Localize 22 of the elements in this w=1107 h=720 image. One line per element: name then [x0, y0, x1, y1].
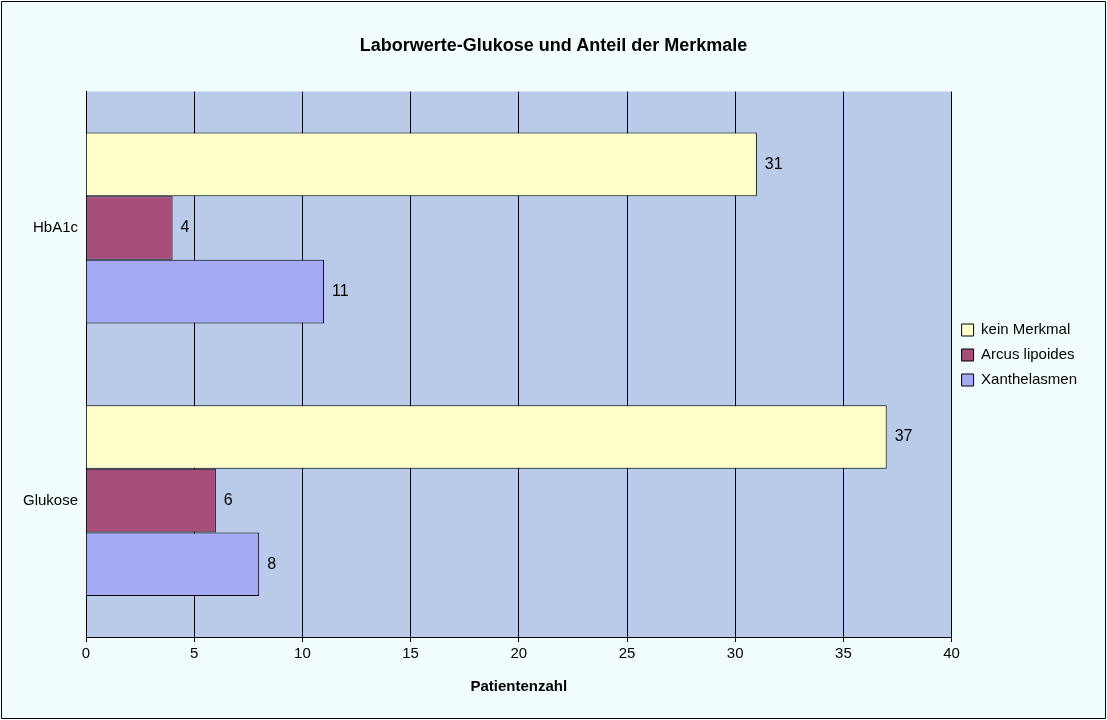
data-label: 8: [267, 554, 277, 572]
y-tick-label: Glukose: [23, 490, 79, 508]
data-label: 6: [223, 491, 233, 509]
data-label: 4: [180, 218, 190, 236]
legend-label: Xanthelasmen: [981, 370, 1078, 388]
data-label: 37: [894, 427, 913, 445]
data-label: 31: [764, 154, 783, 172]
x-tick-label: 15: [402, 644, 419, 662]
x-axis-title: Patientenzahl: [470, 677, 568, 695]
y-tick-label: HbA1c: [33, 218, 79, 236]
legend-label: Arcus lipoides: [981, 345, 1075, 363]
x-tick-label: 30: [726, 644, 744, 662]
x-tick-label: 0: [81, 644, 91, 662]
chart-title: Laborwerte-Glukose und Anteil der Merkmale: [359, 34, 748, 55]
legend-label: kein Merkmal: [981, 320, 1071, 338]
x-tick-label: 5: [190, 644, 199, 662]
x-tick-label: 20: [510, 644, 528, 662]
x-tick-label: 35: [835, 644, 852, 662]
x-tick-label: 40: [943, 644, 960, 662]
x-tick-label: 10: [294, 644, 311, 662]
x-tick-label: 25: [618, 644, 636, 662]
data-label: 11: [332, 281, 349, 299]
